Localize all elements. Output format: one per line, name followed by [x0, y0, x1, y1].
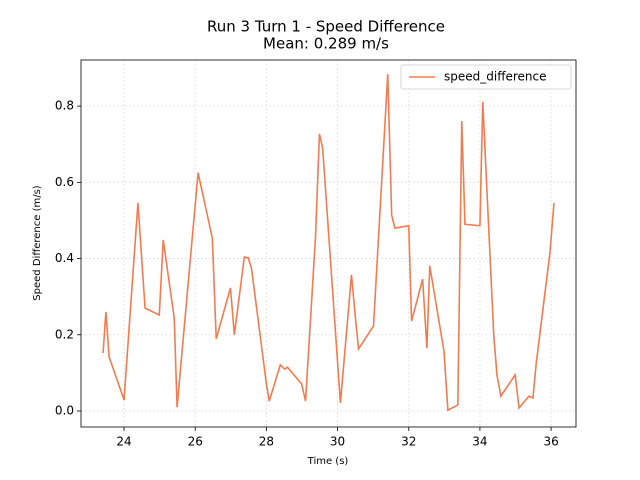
chart-title: Run 3 Turn 1 - Speed Difference [207, 18, 445, 36]
y-tick-label: 0.4 [55, 251, 74, 265]
y-tick-label: 0.0 [55, 403, 74, 417]
x-tick-label: 28 [259, 435, 274, 449]
x-tick-label: 34 [472, 435, 487, 449]
legend-label: speed_difference [444, 70, 547, 84]
x-axis-label: Time (s) [307, 456, 349, 467]
x-tick-label: 26 [188, 435, 203, 449]
chart-subtitle: Mean: 0.289 m/s [263, 35, 389, 53]
y-tick-label: 0.2 [55, 327, 74, 341]
y-tick-label: 0.6 [55, 175, 74, 189]
data-line [102, 74, 555, 412]
x-tick-label: 32 [401, 435, 416, 449]
x-tick-label: 24 [116, 435, 131, 449]
y-axis-label: Speed Difference (m/s) [32, 185, 43, 300]
x-tick-label: 36 [543, 435, 558, 449]
legend-box [400, 64, 572, 90]
plot-frame [80, 59, 577, 428]
x-tick-label: 30 [330, 435, 345, 449]
y-tick-label: 0.8 [55, 99, 74, 113]
